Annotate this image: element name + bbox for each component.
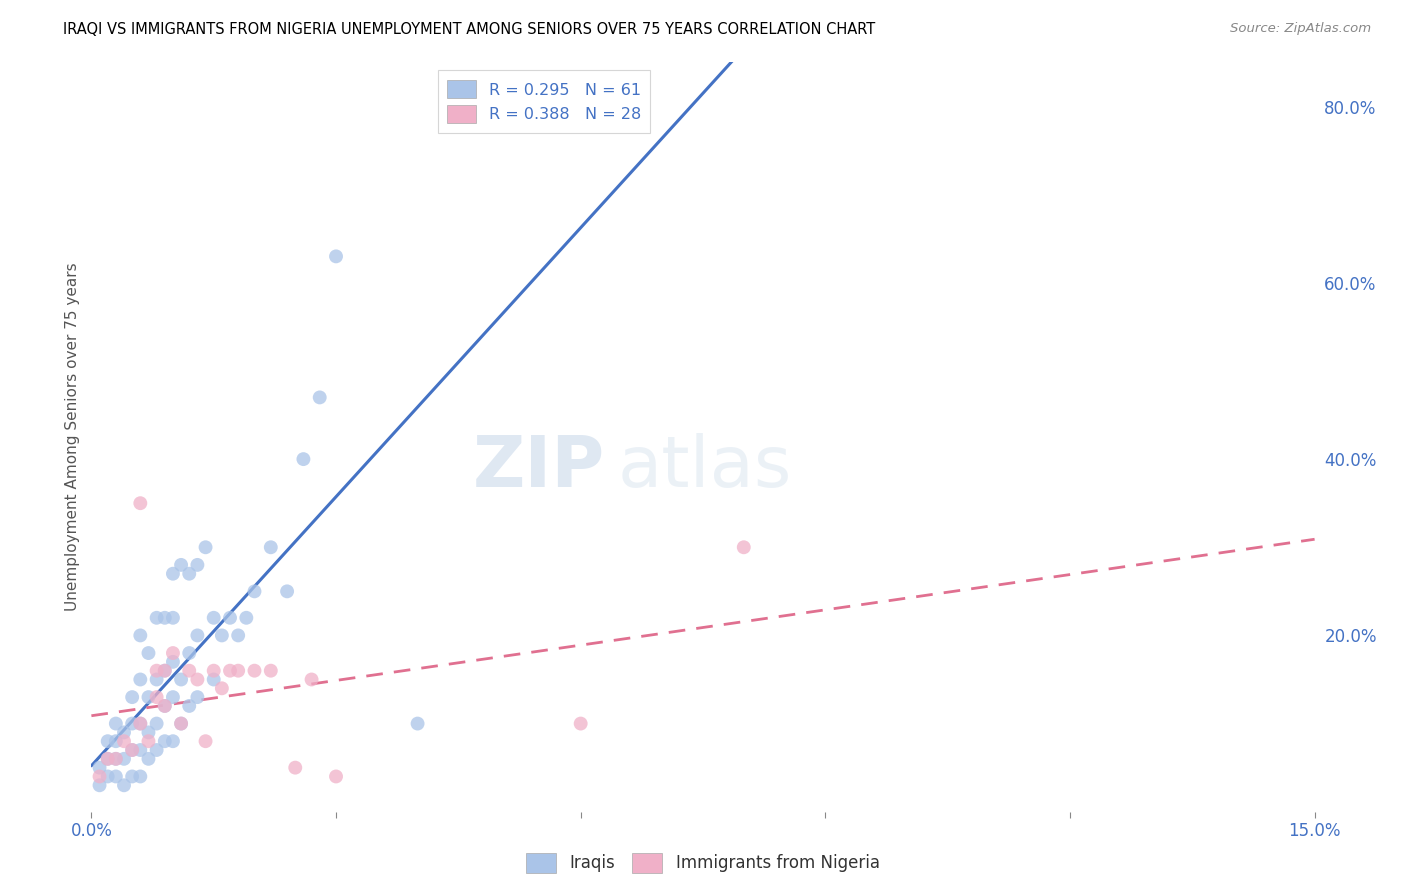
Point [97,769,120,783]
Point [170,558,193,572]
Point [153,611,176,625]
Point [211,628,233,642]
Legend: R = 0.295   N = 61, R = 0.388   N = 28: R = 0.295 N = 61, R = 0.388 N = 28 [437,70,651,133]
Legend: Iraqis, Immigrants from Nigeria: Iraqis, Immigrants from Nigeria [520,847,886,880]
Point [97,734,120,748]
Point [89,769,111,783]
Point [179,698,201,713]
Point [153,734,176,748]
Point [226,628,249,642]
Point [104,769,127,783]
Point [186,690,208,705]
Point [162,566,184,581]
Point [138,734,160,748]
Point [179,646,201,660]
Y-axis label: Unemployment Among Seniors over 75 years: Unemployment Among Seniors over 75 years [65,263,80,611]
Point [145,611,167,625]
Point [121,743,143,757]
Point [226,664,249,678]
Point [170,716,193,731]
Point [129,496,152,510]
Point [308,391,330,405]
Point [733,541,755,555]
Point [162,646,184,660]
Point [219,664,242,678]
Point [153,698,176,713]
Point [97,752,120,766]
Point [179,566,201,581]
Point [153,664,176,678]
Point [162,611,184,625]
Point [104,734,127,748]
Point [129,743,152,757]
Point [145,743,167,757]
Point [211,681,233,696]
Point [129,716,152,731]
Point [202,611,225,625]
Point [129,716,152,731]
Point [121,716,143,731]
Point [301,673,323,687]
Point [186,628,208,642]
Text: ZIP: ZIP [472,433,605,501]
Point [186,673,208,687]
Text: atlas: atlas [617,433,792,501]
Point [89,778,111,792]
Point [145,664,167,678]
Point [202,673,225,687]
Point [219,611,242,625]
Point [235,611,257,625]
Point [325,249,347,263]
Point [406,716,429,731]
Point [104,716,127,731]
Point [325,769,347,783]
Point [138,646,160,660]
Point [569,716,592,731]
Point [170,716,193,731]
Point [104,752,127,766]
Point [194,734,217,748]
Point [162,734,184,748]
Point [145,673,167,687]
Text: Source: ZipAtlas.com: Source: ZipAtlas.com [1230,22,1371,36]
Point [243,664,266,678]
Point [179,664,201,678]
Point [145,690,167,705]
Point [292,452,315,467]
Point [162,690,184,705]
Point [89,761,111,775]
Point [112,734,135,748]
Point [138,752,160,766]
Point [153,664,176,678]
Point [194,541,217,555]
Point [112,778,135,792]
Point [129,628,152,642]
Point [260,541,283,555]
Point [153,698,176,713]
Point [186,558,208,572]
Point [112,752,135,766]
Point [243,584,266,599]
Point [121,690,143,705]
Point [104,752,127,766]
Point [129,673,152,687]
Point [121,743,143,757]
Point [284,761,307,775]
Point [97,752,120,766]
Point [162,655,184,669]
Text: IRAQI VS IMMIGRANTS FROM NIGERIA UNEMPLOYMENT AMONG SENIORS OVER 75 YEARS CORREL: IRAQI VS IMMIGRANTS FROM NIGERIA UNEMPLO… [63,22,876,37]
Point [170,673,193,687]
Point [121,769,143,783]
Point [202,664,225,678]
Point [145,716,167,731]
Point [276,584,298,599]
Point [138,690,160,705]
Point [129,769,152,783]
Point [260,664,283,678]
Point [112,725,135,739]
Point [138,725,160,739]
